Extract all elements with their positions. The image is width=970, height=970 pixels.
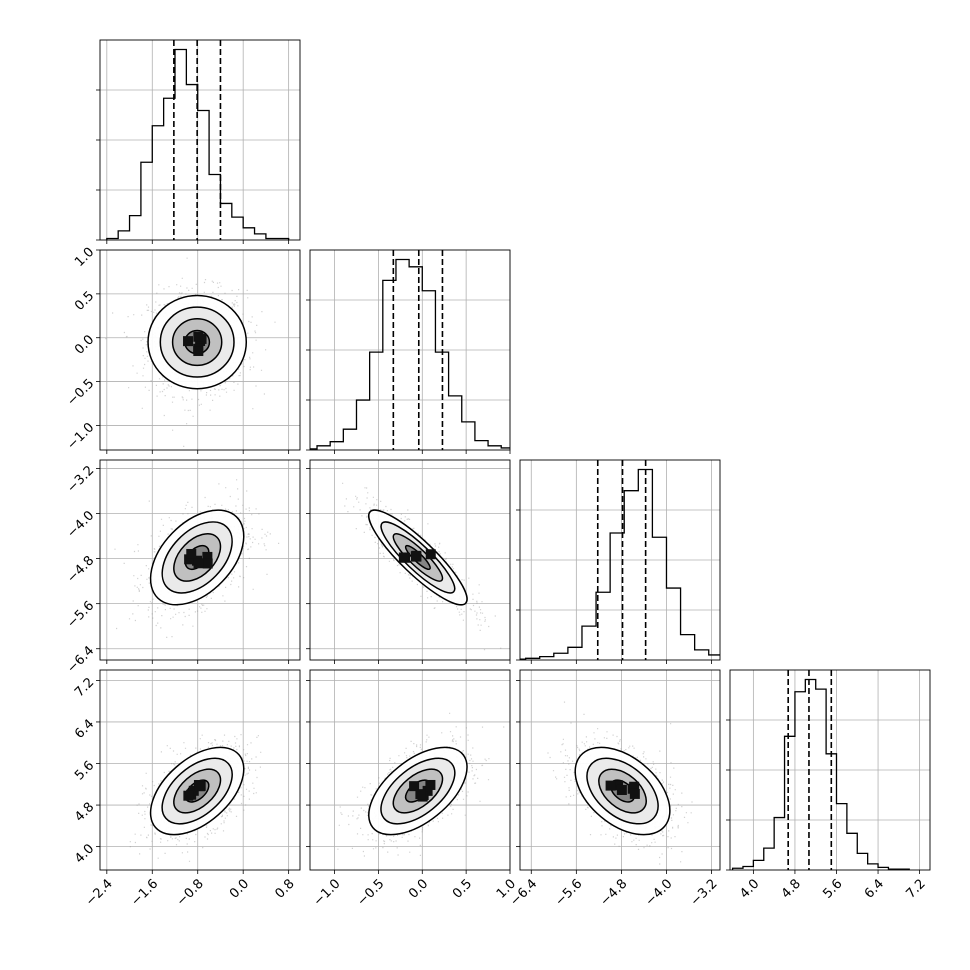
x-tick-label: −2.4 [83,876,116,909]
density-panel-3-2 [516,669,721,874]
y-tick-label: −6.4 [64,643,97,676]
density-core [202,551,213,562]
histogram-step-3 [731,678,910,870]
histogram-panel-2 [516,459,721,664]
histogram-step-1 [310,258,510,450]
density-panel-1-0 [96,249,301,454]
corner-panels: −1.0 −0.5 0.0 0.5 1.0 −6.4 −5.6 −4.8 −4.0 −3.2 4.0… [64,39,931,909]
density-core [184,554,195,565]
x-tick-label: −5.6 [552,876,585,909]
y-tick-label: −4.8 [64,553,97,586]
density-core [425,549,436,560]
density-core [629,788,640,799]
y-tick-label: −5.6 [64,598,97,631]
y-tick-label: 7.2 [72,675,97,700]
panel-frame [519,669,721,871]
panel-frame [99,669,301,871]
panel-frame [309,459,511,661]
x-tick-label: 0.5 [450,876,475,901]
y-tick-label: 4.0 [72,841,97,866]
x-tick-label: 4.0 [737,876,762,901]
density-core [194,781,205,792]
y-tick-label: −1.0 [64,420,97,453]
x-tick-label: −0.8 [174,876,207,909]
density-core [409,781,420,792]
x-tick-label: −0.5 [355,876,388,909]
x-tick-label: −3.2 [688,876,721,909]
x-tick-label: 6.4 [862,876,887,901]
density-panel-3-1 [306,669,511,874]
density-core [188,785,199,796]
histogram-panel-3 [726,669,931,874]
panel-frame [99,249,301,451]
x-tick-label: 5.6 [820,876,845,901]
histogram-step-0 [106,48,290,240]
x-tick-label: −1.6 [128,876,161,909]
x-tick-label: 0.0 [227,876,252,901]
density-content [310,460,510,660]
density-core [193,558,204,569]
y-tick-label: −0.5 [64,376,97,409]
histogram-step-2 [520,468,720,660]
y-tick-label: 1.0 [72,245,97,270]
density-core [425,779,436,790]
histogram-panel-0 [96,39,301,244]
y-tick-label: 6.4 [72,717,97,742]
density-core [183,336,194,347]
density-core [415,789,426,800]
y-tick-label: 5.6 [72,758,97,783]
density-core [183,790,194,801]
density-core [629,781,640,792]
density-panel-3-0 [96,669,301,874]
y-tick-label: 0.5 [72,289,97,314]
x-tick-label: −1.0 [311,876,344,909]
density-core [410,551,421,562]
density-core [616,784,627,795]
y-tick-label: 4.8 [72,800,97,825]
density-core [186,548,197,559]
panel-frame [99,459,301,661]
density-core [193,346,204,357]
density-panel-2-0 [96,459,301,664]
density-content [100,670,300,870]
x-tick-label: −4.8 [598,876,631,909]
y-tick-label: −4.0 [64,508,97,541]
density-core [202,558,213,569]
x-tick-label: 7.2 [903,876,928,901]
density-core [422,785,433,796]
x-tick-label: 0.0 [406,876,431,901]
density-content [100,460,300,660]
x-tick-label: 4.8 [779,876,804,901]
x-tick-label: 0.8 [272,876,297,901]
x-tick-label: −4.0 [643,876,676,909]
density-content [520,670,720,870]
panel-frame [309,669,511,871]
density-panel-2-1 [306,459,511,664]
density-core [605,780,616,791]
density-core [398,552,409,563]
y-tick-label: −3.2 [64,463,97,496]
histogram-panel-1 [306,249,511,454]
density-content [100,250,300,450]
density-content [310,670,510,870]
y-tick-label: 0.0 [72,332,97,357]
density-core [193,331,204,342]
